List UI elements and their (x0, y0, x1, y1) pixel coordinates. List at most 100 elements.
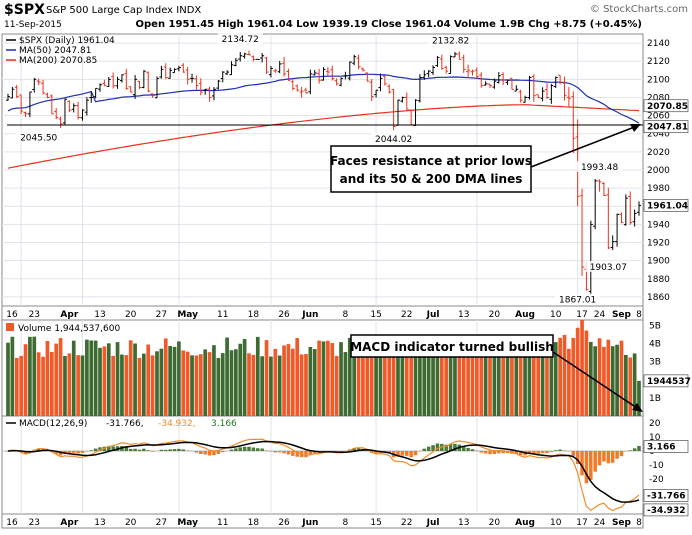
macd-histogram-bar (423, 449, 427, 451)
volume-bar (260, 356, 264, 416)
volume-bar (576, 328, 580, 416)
macd-histogram-bar (217, 451, 221, 454)
volume-bar (304, 354, 308, 416)
macd-value-tag: -31.766 (644, 489, 688, 501)
volume-bar (471, 354, 475, 416)
volume-axis-label: 3B (649, 358, 661, 368)
price-label: 1903.07 (590, 263, 627, 273)
price-label: 1867.01 (559, 296, 596, 306)
macd-histogram-bar (545, 451, 549, 453)
macd-histogram-bar (160, 450, 164, 451)
volume-bar (173, 347, 177, 416)
volume-bar (326, 341, 330, 416)
macd-histogram-bar (133, 449, 137, 451)
volume-bar (11, 337, 15, 416)
price-label: 2044.02 (375, 135, 412, 145)
volume-bar (24, 344, 28, 416)
volume-bar (203, 349, 207, 416)
x-axis-label-bottom: 24 (594, 518, 606, 528)
macd-hist-value-tag: 3.166 (644, 441, 688, 453)
volume-bar (335, 356, 339, 416)
macd-histogram-bar (182, 449, 186, 451)
macd-histogram-bar (199, 451, 203, 454)
price-axis-label: 2140 (647, 39, 670, 49)
x-axis-label-bottom: Aug (515, 518, 535, 528)
macd-histogram-bar (177, 449, 181, 451)
volume-bar (208, 352, 212, 416)
x-axis-label: Sep (612, 310, 632, 320)
volume-bar (190, 355, 194, 416)
macd-histogram-bar (558, 450, 562, 451)
volume-bar (287, 344, 291, 416)
macd-histogram-bar (94, 449, 98, 451)
volume-bar (68, 353, 72, 416)
x-axis-label-bottom: 13 (94, 518, 105, 528)
volume-bar (541, 349, 545, 416)
volume-bar (493, 356, 497, 416)
volume-axis-label: 4B (649, 340, 661, 350)
macd-histogram-bar (471, 449, 475, 451)
macd-histogram-bar (593, 451, 597, 472)
volume-bar (300, 354, 304, 416)
macd-histogram-bar (554, 450, 558, 451)
ma50-value-tag-text: 2047.81 (647, 123, 688, 133)
volume-value-tag: 1944537 (644, 375, 691, 387)
volume-bar (273, 349, 277, 416)
x-axis-label: 22 (401, 310, 412, 320)
volume-bar (462, 349, 466, 416)
x-axis-label-bottom: 13 (458, 518, 469, 528)
volume-bar (265, 340, 269, 416)
price-label: 2045.50 (20, 134, 57, 144)
volume-bar (199, 354, 203, 416)
date-label: 11-Sep-2015 (4, 20, 62, 30)
volume-legend-swatch (6, 323, 14, 331)
macd-histogram-bar (238, 447, 242, 451)
x-axis-label: 20 (125, 310, 137, 320)
volume-bar (291, 349, 295, 416)
volume-bar (120, 355, 124, 416)
symbol-title: $SPX (4, 2, 45, 18)
price-axis-label: 2000 (647, 166, 670, 176)
volume-bar (124, 355, 128, 416)
macd-histogram-bar (615, 451, 619, 459)
x-axis-label: Jul (426, 310, 440, 320)
volume-bar (256, 337, 260, 416)
volume-bar (32, 337, 36, 416)
volume-bar (317, 341, 321, 416)
macd-histogram-bar (164, 450, 168, 451)
macd-histogram-bar (282, 451, 286, 453)
x-axis-label-bottom: 26 (278, 518, 290, 528)
resistance-callout-line2: and its 50 & 200 DMA lines (340, 172, 523, 186)
x-axis-label: 10 (550, 310, 562, 320)
volume-bar (479, 352, 483, 416)
volume-bar (37, 352, 41, 416)
macd-histogram-bar (484, 451, 488, 454)
price-axis-label: 1900 (647, 257, 670, 267)
x-axis-label-bottom: 8 (343, 518, 349, 528)
price-axis-label: 2100 (647, 75, 670, 85)
volume-bar (177, 341, 181, 416)
volume-bar (89, 340, 93, 416)
volume-bar (615, 345, 619, 416)
volume-bar (409, 355, 413, 416)
x-axis-label: 26 (278, 310, 290, 320)
macd-histogram-bar (405, 451, 409, 456)
x-axis-label: 20 (489, 310, 501, 320)
macd-histogram-bar (287, 451, 291, 454)
close-value-tag-text: 1961.04 (647, 201, 688, 211)
volume-bar (116, 342, 120, 416)
volume-bar (558, 338, 562, 416)
price-axis-label: 2120 (647, 57, 670, 67)
volume-bar (160, 349, 164, 416)
watermark: © StockCharts.com (590, 4, 688, 15)
x-axis-label: Aug (515, 310, 535, 320)
macd-histogram-bar (572, 451, 576, 456)
volume-bar (418, 352, 422, 416)
price-axis-label: 1920 (647, 239, 670, 249)
ma200-value-tag-text: 2070.85 (647, 102, 688, 112)
macd-legend-v2: -34.932, (158, 419, 196, 429)
x-axis-label: 18 (248, 310, 260, 320)
volume-bar (164, 338, 168, 416)
x-axis-label-bottom: Sep (612, 518, 632, 528)
